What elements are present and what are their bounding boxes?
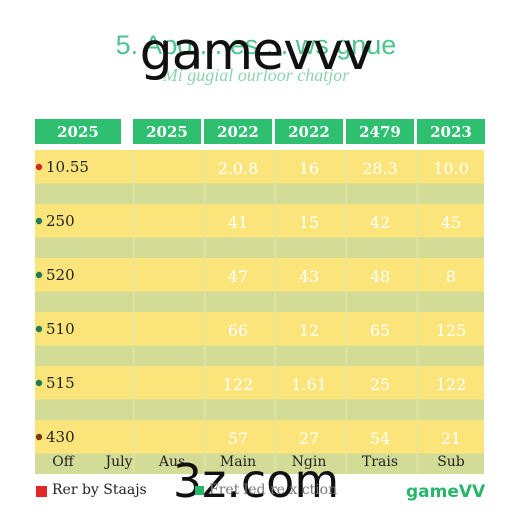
x-axis-label: Aus	[158, 454, 185, 470]
cell-value: 125	[436, 321, 467, 340]
cell-value: 27	[299, 429, 319, 448]
column-divider	[416, 150, 419, 474]
row-band-alt	[35, 291, 484, 312]
cell-value: 21	[441, 429, 461, 448]
row-band	[35, 420, 484, 454]
header-cell	[204, 119, 272, 144]
cell-value: 1.61	[291, 375, 327, 394]
x-axis-label: Off	[52, 454, 74, 470]
x-axis-label: Sub	[437, 454, 465, 470]
brand-logo-text: gameVV	[406, 482, 486, 502]
header-cell-label: 2022	[288, 123, 330, 141]
legend-swatch-green	[195, 486, 204, 495]
row-label: 250	[46, 212, 75, 230]
x-axis-label: Ngin	[292, 454, 327, 470]
cell-value: 122	[223, 375, 254, 394]
x-axis-label: Trais	[362, 454, 398, 470]
row-band	[35, 258, 484, 292]
row-band	[35, 366, 484, 400]
header-cell-label: 2025	[146, 123, 188, 141]
row-label: 515	[46, 374, 75, 392]
cell-value: 122	[436, 375, 467, 394]
header-cell-label: 2025	[57, 123, 99, 141]
row-band-alt	[35, 453, 484, 474]
header-cell-label: 2022	[217, 123, 259, 141]
x-axis-label: July	[103, 454, 132, 470]
row-band-alt	[35, 183, 484, 204]
cell-value: 54	[370, 429, 390, 448]
row-marker	[35, 217, 43, 225]
row-marker	[35, 271, 43, 279]
cell-value: 25	[370, 375, 390, 394]
column-divider	[203, 150, 206, 474]
row-label: 430	[46, 428, 75, 446]
row-label: 510	[46, 320, 75, 338]
x-axis-label: Main	[220, 454, 256, 470]
cell-value: 42	[370, 213, 390, 232]
header-cell	[133, 119, 201, 144]
row-marker	[35, 325, 43, 333]
row-marker	[35, 379, 43, 387]
header-cell	[417, 119, 485, 144]
column-divider	[345, 150, 348, 474]
column-divider	[132, 150, 135, 474]
legend-swatch-red	[36, 486, 47, 497]
chart-subtitle: Mi gugial ourloor chatjor	[162, 65, 350, 85]
header-cell-label: 2479	[359, 123, 401, 141]
header-cell	[35, 119, 121, 144]
row-label: 10.55	[46, 158, 89, 176]
row-label: 520	[46, 266, 75, 284]
header-cell-label: 2023	[430, 123, 472, 141]
chart-title: 5. Apo ... es ... ws gnue	[115, 30, 397, 60]
row-band	[35, 150, 484, 184]
watermark-bottom: 3z.com	[172, 454, 340, 508]
cell-value: 12	[299, 321, 319, 340]
cell-value: 48	[370, 267, 390, 286]
cell-value: 15	[299, 213, 319, 232]
legend-label-secondary: Fret led re x ction	[209, 482, 338, 498]
row-band	[35, 204, 484, 238]
cell-value: 57	[228, 429, 248, 448]
legend-label: Rer by Staajs	[52, 482, 147, 498]
row-band-alt	[35, 345, 484, 366]
cell-value: 10.0	[433, 159, 469, 178]
cell-value: 16	[299, 159, 319, 178]
row-band-alt	[35, 237, 484, 258]
cell-value: 65	[370, 321, 390, 340]
cell-value: 43	[299, 267, 319, 286]
cell-value: 66	[228, 321, 248, 340]
header-cell	[346, 119, 414, 144]
column-divider	[274, 150, 277, 474]
row-band	[35, 312, 484, 346]
cell-value: 47	[228, 267, 248, 286]
row-marker	[35, 433, 43, 441]
cell-value: 2.0.8	[218, 159, 259, 178]
cell-value: 28.3	[362, 159, 398, 178]
cell-value: 8	[446, 267, 456, 286]
watermark-top: gamevvv	[139, 22, 374, 82]
cell-value: 45	[441, 213, 461, 232]
row-marker	[35, 163, 43, 171]
row-band-alt	[35, 399, 484, 420]
cell-value: 41	[228, 213, 248, 232]
header-cell	[275, 119, 343, 144]
